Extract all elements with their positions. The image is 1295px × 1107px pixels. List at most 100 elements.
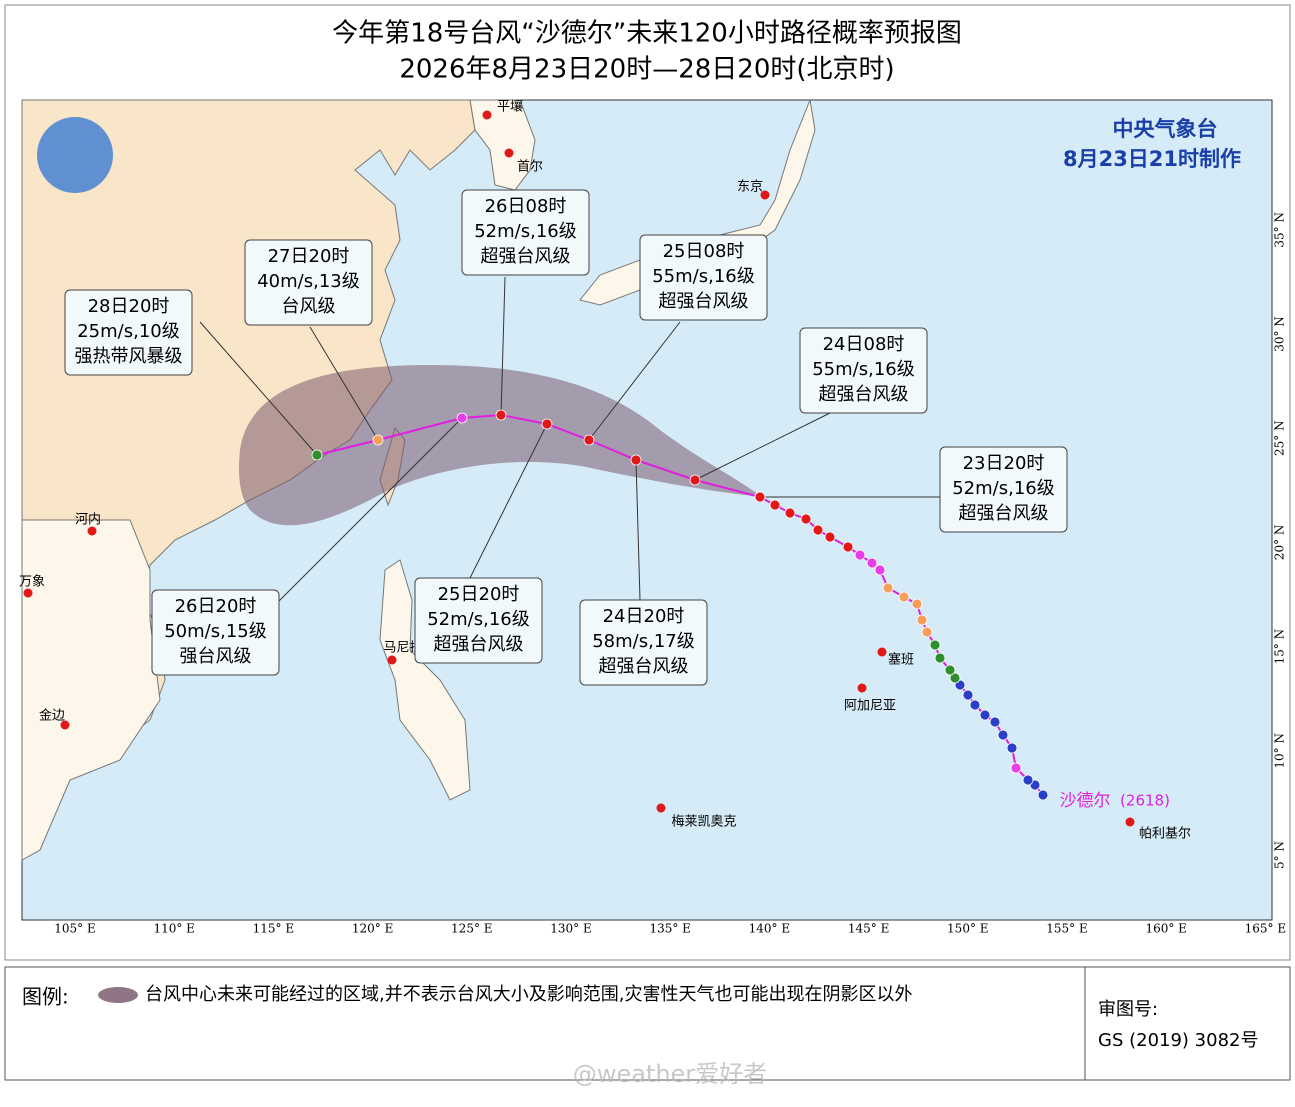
logo: [37, 117, 113, 193]
forecast-point: [372, 434, 384, 446]
agency: 中央气象台: [1113, 117, 1218, 141]
indochina: [21, 519, 161, 861]
callout-time: 28日20时: [88, 296, 170, 317]
lat-tick-label: 35° N: [1273, 212, 1287, 248]
callout-box: [461, 189, 590, 276]
track-point: [1006, 742, 1018, 754]
lon-tick-label: 130° E: [550, 922, 591, 936]
forecast-point: [495, 409, 507, 421]
city-label: 阿加尼亚: [844, 699, 896, 714]
city-label: 马尼拉: [383, 641, 422, 656]
callout-level: 超强台风级: [434, 634, 524, 655]
city-label: 万象: [19, 575, 45, 590]
forecast-point: [456, 412, 468, 424]
city-label: 帕利基尔: [1139, 827, 1191, 842]
forecast-point: [754, 491, 766, 503]
approval-label: 审图号:: [1098, 999, 1158, 1020]
lon-tick-label: 150° E: [947, 922, 988, 936]
track-point: [962, 689, 974, 701]
city-label: 塞班: [888, 652, 914, 668]
track-point: [921, 626, 933, 638]
leader-line: [500, 276, 506, 416]
callout-time: 26日08时: [485, 196, 567, 217]
city-dot: [760, 190, 770, 200]
callout-level: 强台风级: [180, 646, 252, 667]
callout-box: [64, 289, 193, 376]
lat-tick-label: 20° N: [1273, 525, 1287, 561]
city-dot: [656, 803, 666, 813]
city-dot: [877, 647, 887, 657]
city-label: 东京: [737, 180, 763, 195]
lon-tick-label: 135° E: [649, 922, 690, 936]
typhoon-code: (2618): [1120, 792, 1170, 810]
lon-tick-label: 155° E: [1046, 922, 1087, 936]
leader-line: [269, 417, 463, 611]
callout-box: [414, 577, 543, 664]
leader-line: [694, 412, 831, 481]
track-point: [1010, 762, 1022, 774]
callout-box: [244, 239, 373, 326]
lat-tick-label: 5° N: [1273, 841, 1287, 869]
track-point: [842, 541, 854, 553]
city-dot: [482, 110, 492, 120]
callout-level: 强热带风暴级: [75, 346, 183, 367]
leader-line: [469, 423, 548, 579]
city-label: 梅莱凯奥克: [671, 815, 736, 830]
lon-tick-label: 165° E: [1245, 922, 1286, 936]
forecast-point: [630, 454, 642, 466]
city-label: 河内: [75, 512, 101, 528]
lat-tick-label: 10° N: [1273, 733, 1287, 769]
city-dot: [387, 655, 397, 665]
track-point: [1022, 774, 1034, 786]
callout-level: 超强台风级: [819, 384, 909, 405]
callout-box: [639, 234, 768, 321]
forecast-point: [541, 418, 553, 430]
city-dot: [60, 720, 70, 730]
city-dot: [1125, 817, 1135, 827]
title: 今年第18号台风“沙德尔”未来120小时路径概率预报图: [332, 19, 962, 49]
callout-time: 24日20时: [603, 606, 685, 627]
callout-wind: 50m/s,15级: [164, 621, 267, 642]
legend-box: [4, 966, 1291, 1081]
callout-wind: 40m/s,13级: [257, 271, 360, 292]
track-point: [969, 699, 981, 711]
track-point: [882, 582, 894, 594]
lat-tick-label: 30° N: [1273, 316, 1287, 352]
city-label: 金边: [39, 708, 65, 724]
callout-time: 25日08时: [663, 241, 745, 262]
callout-time: 27日20时: [268, 246, 350, 267]
track-point: [911, 598, 923, 610]
cone-swatch: [98, 987, 138, 1003]
track-point: [854, 549, 866, 561]
legend-title: 图例:: [22, 985, 69, 1009]
track-point: [997, 729, 1009, 741]
typhoon-name: 沙德尔: [1060, 791, 1111, 811]
callout-wind: 58m/s,17级: [592, 631, 695, 652]
track-point: [1037, 789, 1049, 801]
lat-tick-label: 25° N: [1273, 420, 1287, 456]
philippines: [379, 559, 471, 801]
track-point: [812, 524, 824, 536]
approval-number: GS (2019) 3082号: [1098, 1030, 1258, 1051]
callout-wind: 25m/s,10级: [77, 321, 180, 342]
cone-note: 台风中心未来可能经过的区域,并不表示台风大小及影响范围,灾害性天气也可能出现在阴…: [145, 984, 912, 1005]
city-dot: [87, 526, 97, 536]
callout-wind: 55m/s,16级: [812, 359, 915, 380]
track-point: [866, 557, 878, 569]
callout-wind: 55m/s,16级: [652, 266, 755, 287]
track-point: [934, 652, 946, 664]
forecast-point: [583, 434, 595, 446]
city-label: 首尔: [517, 160, 543, 175]
track-point: [989, 716, 1001, 728]
callout-time: 26日20时: [175, 596, 257, 617]
lon-tick-label: 145° E: [848, 922, 889, 936]
callout-time: 25日20时: [438, 584, 520, 605]
leader-line: [309, 326, 379, 441]
track-point: [916, 614, 928, 626]
lon-tick-label: 110° E: [153, 922, 194, 936]
lon-tick-label: 120° E: [352, 922, 393, 936]
track-point: [949, 672, 961, 684]
track-point: [824, 531, 836, 543]
callout-box: [939, 446, 1068, 533]
leader-line: [635, 459, 641, 601]
